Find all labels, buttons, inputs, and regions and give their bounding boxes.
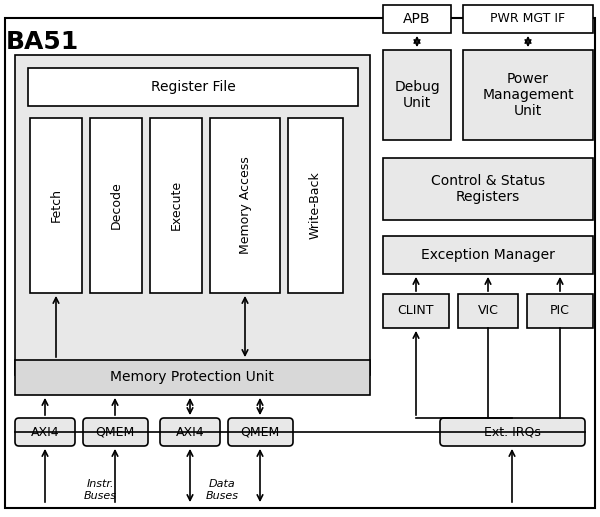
- FancyBboxPatch shape: [210, 118, 280, 293]
- Text: AXI4: AXI4: [176, 425, 205, 438]
- FancyBboxPatch shape: [383, 158, 593, 220]
- Text: Debug
Unit: Debug Unit: [394, 80, 440, 110]
- Text: Ext. IRQs: Ext. IRQs: [484, 425, 541, 438]
- FancyBboxPatch shape: [383, 294, 449, 328]
- Text: Write-Back: Write-Back: [308, 171, 322, 239]
- FancyBboxPatch shape: [160, 418, 220, 446]
- Text: VIC: VIC: [478, 305, 499, 317]
- Text: BA51: BA51: [5, 30, 79, 54]
- FancyBboxPatch shape: [30, 118, 82, 293]
- Text: Control & Status
Registers: Control & Status Registers: [431, 174, 545, 204]
- Text: Memory Protection Unit: Memory Protection Unit: [110, 370, 274, 384]
- FancyBboxPatch shape: [288, 118, 343, 293]
- FancyBboxPatch shape: [527, 294, 593, 328]
- FancyBboxPatch shape: [83, 418, 148, 446]
- Text: PWR MGT IF: PWR MGT IF: [490, 12, 566, 25]
- FancyBboxPatch shape: [383, 50, 451, 140]
- Text: Fetch: Fetch: [49, 188, 62, 222]
- Text: AXI4: AXI4: [31, 425, 59, 438]
- FancyBboxPatch shape: [383, 236, 593, 274]
- FancyBboxPatch shape: [463, 50, 593, 140]
- Text: Instr.
Buses: Instr. Buses: [83, 479, 116, 501]
- FancyBboxPatch shape: [15, 418, 75, 446]
- Text: Data
Buses: Data Buses: [205, 479, 239, 501]
- FancyBboxPatch shape: [90, 118, 142, 293]
- Text: Decode: Decode: [110, 181, 122, 229]
- FancyBboxPatch shape: [28, 68, 358, 106]
- FancyBboxPatch shape: [15, 360, 370, 395]
- Text: Memory Access: Memory Access: [239, 156, 251, 254]
- Text: APB: APB: [403, 12, 431, 26]
- Text: Register File: Register File: [151, 80, 235, 94]
- Text: Execute: Execute: [170, 180, 182, 230]
- FancyBboxPatch shape: [463, 5, 593, 33]
- Text: Power
Management
Unit: Power Management Unit: [482, 72, 574, 118]
- FancyBboxPatch shape: [15, 55, 370, 375]
- FancyBboxPatch shape: [228, 418, 293, 446]
- FancyBboxPatch shape: [150, 118, 202, 293]
- FancyBboxPatch shape: [5, 18, 595, 508]
- FancyBboxPatch shape: [458, 294, 518, 328]
- Text: QMEM: QMEM: [95, 425, 134, 438]
- FancyBboxPatch shape: [383, 5, 451, 33]
- Text: QMEM: QMEM: [241, 425, 280, 438]
- FancyBboxPatch shape: [440, 418, 585, 446]
- Text: PIC: PIC: [550, 305, 570, 317]
- Text: CLINT: CLINT: [398, 305, 434, 317]
- Text: Exception Manager: Exception Manager: [421, 248, 555, 262]
